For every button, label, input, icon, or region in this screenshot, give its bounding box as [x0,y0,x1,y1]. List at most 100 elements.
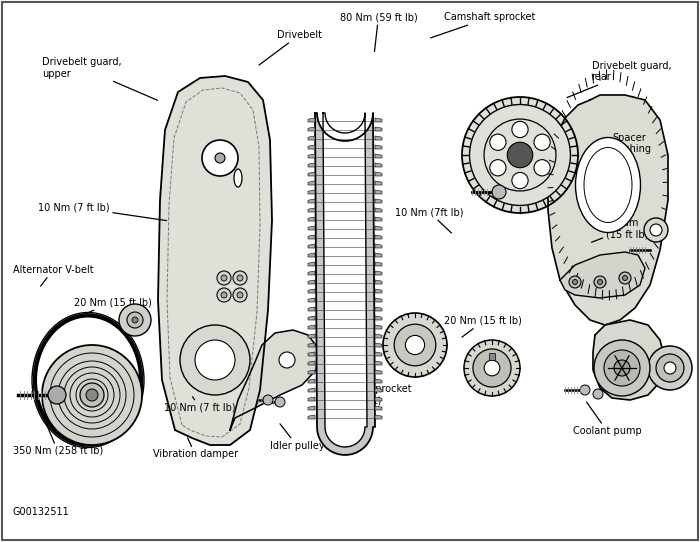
Circle shape [512,121,528,138]
Circle shape [180,325,250,395]
Polygon shape [308,325,315,329]
Circle shape [490,134,506,150]
Polygon shape [308,163,315,167]
Polygon shape [375,379,382,383]
Polygon shape [375,262,382,266]
Circle shape [656,354,684,382]
Circle shape [580,385,590,395]
Text: Drivebelt: Drivebelt [259,30,321,65]
Polygon shape [375,406,382,410]
Polygon shape [375,136,382,140]
Polygon shape [375,208,382,212]
Polygon shape [375,289,382,293]
Polygon shape [593,320,665,400]
Circle shape [233,288,247,302]
Circle shape [217,271,231,285]
Circle shape [405,335,425,354]
Text: Drivebelt guard,
rear: Drivebelt guard, rear [567,61,671,98]
Polygon shape [308,334,315,338]
Polygon shape [308,136,315,140]
Text: 10 Nm (7 ft lb): 10 Nm (7 ft lb) [164,397,236,412]
Circle shape [484,360,500,376]
Polygon shape [375,316,382,320]
Polygon shape [308,379,315,383]
Polygon shape [308,343,315,347]
Polygon shape [375,244,382,248]
Polygon shape [560,252,645,298]
Circle shape [221,292,227,298]
Polygon shape [375,280,382,284]
Circle shape [86,389,98,401]
Polygon shape [375,127,382,131]
Polygon shape [308,244,315,248]
Circle shape [80,383,104,407]
Circle shape [48,386,66,404]
Text: G00132511: G00132511 [13,507,69,517]
Polygon shape [308,415,315,419]
Circle shape [42,345,142,445]
Polygon shape [375,226,382,230]
Circle shape [594,340,650,396]
Polygon shape [323,113,367,447]
Polygon shape [308,127,315,131]
Polygon shape [375,190,382,194]
Circle shape [534,160,550,176]
Circle shape [619,272,631,284]
Polygon shape [375,118,382,122]
Circle shape [233,271,247,285]
Circle shape [593,389,603,399]
Polygon shape [308,298,315,302]
Text: 350 Nm (258 ft lb): 350 Nm (258 ft lb) [13,405,103,456]
Polygon shape [375,352,382,356]
Circle shape [119,304,151,336]
Text: 10 Nm (7ft lb): 10 Nm (7ft lb) [395,208,464,233]
Circle shape [614,360,630,376]
Text: Drivebelt guard,
upper: Drivebelt guard, upper [42,57,158,100]
Text: Drivebelt sprocket
(crankshaft): Drivebelt sprocket (crankshaft) [322,371,412,405]
Polygon shape [375,253,382,257]
Polygon shape [375,388,382,392]
Polygon shape [308,262,315,266]
Circle shape [594,276,606,288]
Circle shape [383,313,447,377]
Polygon shape [158,76,272,445]
Circle shape [492,185,506,199]
Polygon shape [308,361,315,365]
Polygon shape [308,190,315,194]
Polygon shape [375,163,382,167]
Text: 10 Nm (7 ft lb): 10 Nm (7 ft lb) [38,202,167,221]
Text: Spacer
bushing: Spacer bushing [592,133,652,160]
Circle shape [217,288,231,302]
Polygon shape [308,406,315,410]
Circle shape [604,350,640,386]
Circle shape [462,97,578,213]
Polygon shape [548,95,668,325]
Polygon shape [375,154,382,158]
Polygon shape [308,397,315,401]
Polygon shape [375,217,382,221]
Polygon shape [375,415,382,419]
Ellipse shape [46,326,130,434]
Polygon shape [375,271,382,275]
Polygon shape [375,334,382,338]
Polygon shape [308,253,315,257]
Circle shape [263,395,273,405]
Polygon shape [308,226,315,230]
Circle shape [279,352,295,368]
Circle shape [215,153,225,163]
Polygon shape [375,298,382,302]
Polygon shape [308,217,315,221]
Circle shape [664,362,676,374]
Polygon shape [308,388,315,392]
Polygon shape [308,289,315,293]
Circle shape [394,324,436,366]
Circle shape [464,340,520,396]
Polygon shape [308,154,315,158]
Polygon shape [489,353,495,360]
Polygon shape [308,235,315,239]
Circle shape [534,134,550,150]
Circle shape [237,275,243,281]
Text: Alternator V-belt: Alternator V-belt [13,265,93,286]
Polygon shape [308,307,315,311]
Circle shape [484,119,556,191]
